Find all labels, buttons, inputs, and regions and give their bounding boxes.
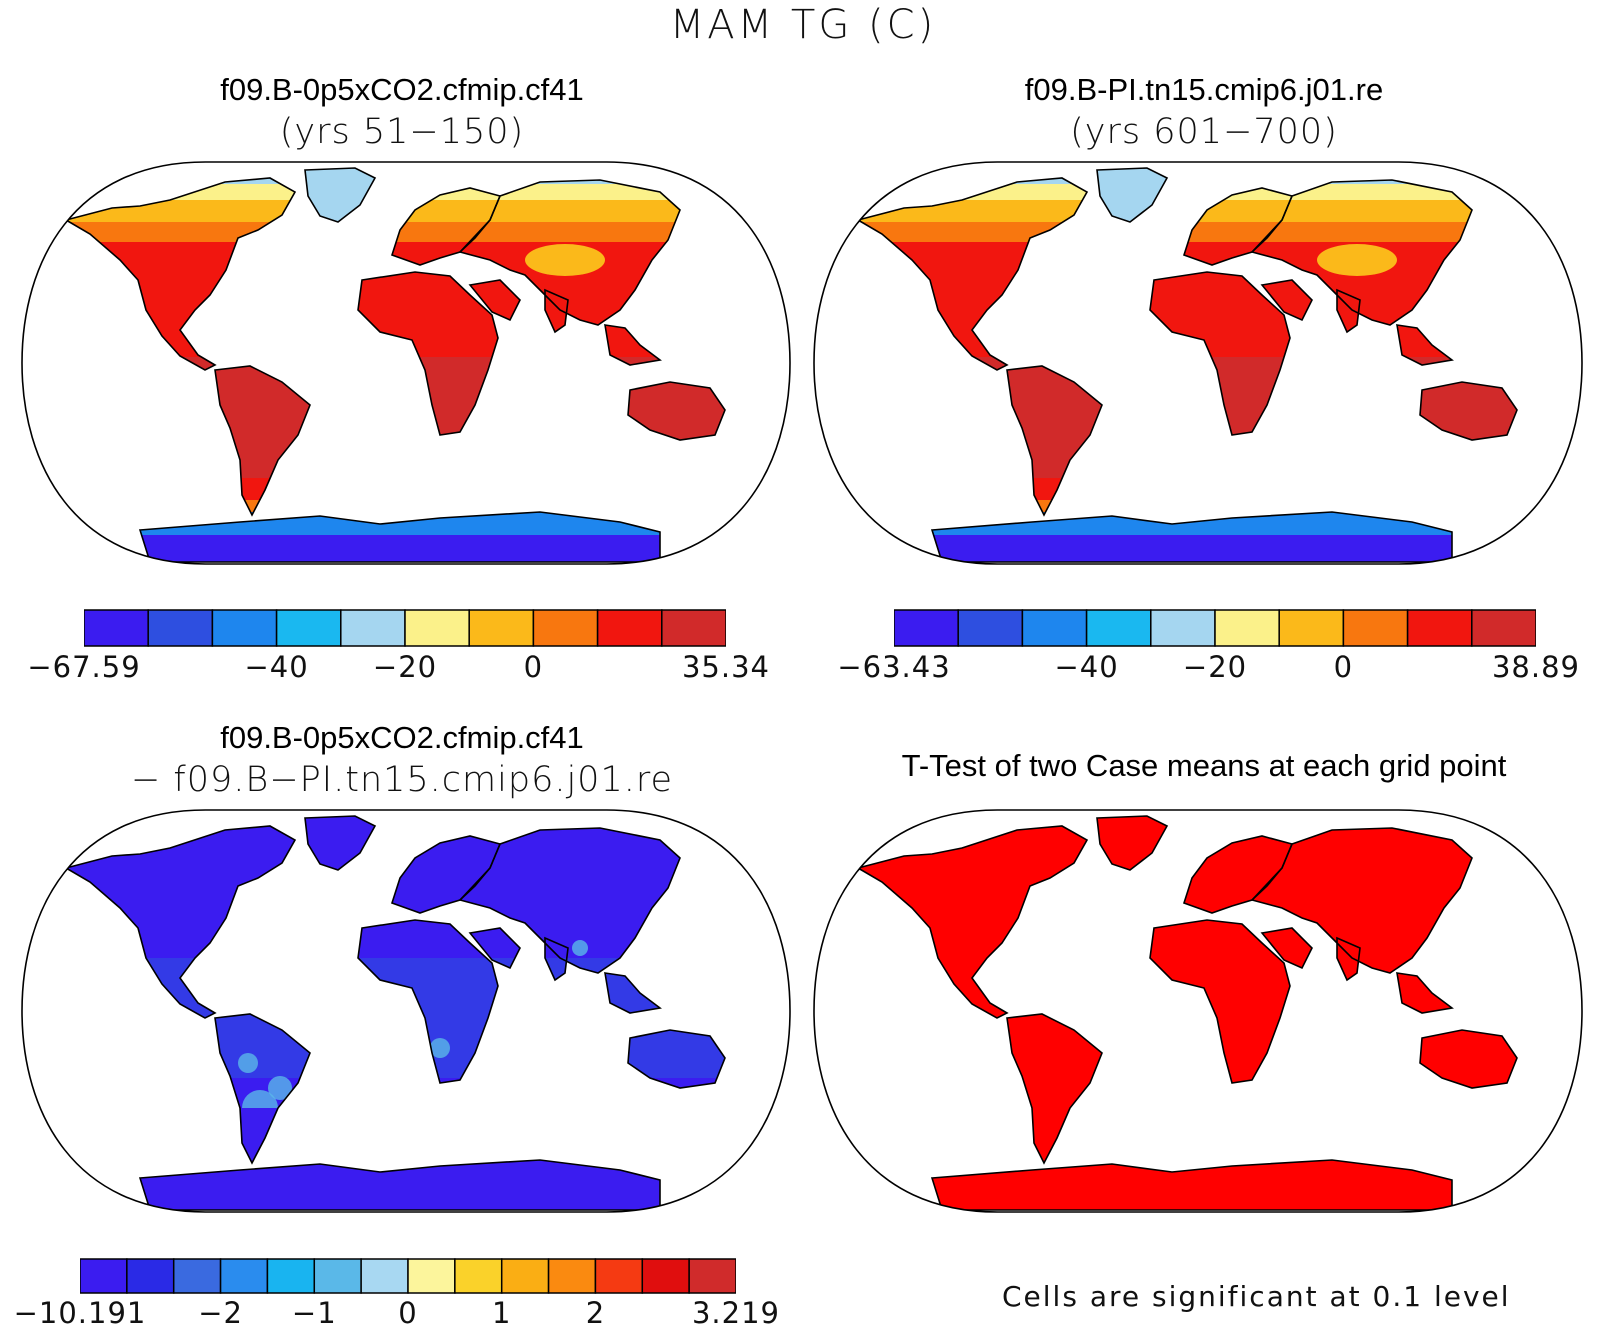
panel3-title: f09.B-0p5xCO2.cfmip.cf41 bbox=[220, 720, 584, 755]
colorbar-tick-label: 3.219 bbox=[691, 1296, 781, 1330]
colorbar-swatch bbox=[219, 1258, 269, 1294]
map-land bbox=[63, 815, 726, 1211]
colorbar-tick-label: −63.43 bbox=[837, 650, 951, 684]
panel1-colorbar bbox=[84, 609, 726, 647]
panel4-title: T-Test of two Case means at each grid po… bbox=[901, 748, 1507, 783]
coastlines bbox=[855, 167, 1518, 563]
colorbar-tick-label: −20 bbox=[1182, 650, 1248, 684]
panel3-colorbar bbox=[80, 1258, 736, 1294]
colorbar-tick-label: 0 bbox=[523, 650, 544, 684]
colorbar-tick-label: −40 bbox=[1054, 650, 1119, 684]
colorbar-swatch bbox=[211, 609, 278, 647]
colorbar-swatch bbox=[1278, 609, 1345, 647]
colorbar-swatch bbox=[404, 609, 470, 647]
colorbar-swatch bbox=[532, 609, 599, 647]
colorbar-tick-label: −1 bbox=[291, 1296, 337, 1330]
colorbar-swatch bbox=[957, 609, 1024, 647]
panel2-title: f09.B-PI.tn15.cmip6.j01.re bbox=[1024, 72, 1384, 107]
panel2-map bbox=[813, 161, 1583, 565]
colorbar-swatch bbox=[340, 609, 406, 647]
colorbar-swatch bbox=[1342, 609, 1409, 647]
colorbar-tick-label: 38.89 bbox=[1491, 650, 1581, 684]
colorbar-swatch bbox=[275, 609, 342, 647]
colorbar-tick-label: 35.34 bbox=[681, 650, 771, 684]
colorbar-tick-label: −67.59 bbox=[27, 650, 141, 684]
colorbar-swatch bbox=[1021, 609, 1088, 647]
map-frame bbox=[21, 161, 791, 565]
colorbar-swatch bbox=[1406, 609, 1473, 647]
coastlines bbox=[855, 815, 1518, 1211]
colorbar-swatch bbox=[894, 609, 959, 647]
colorbar-swatch bbox=[360, 1258, 409, 1294]
map-frame bbox=[813, 161, 1583, 565]
map-frame bbox=[813, 809, 1583, 1213]
colorbar-swatch bbox=[468, 609, 535, 647]
colorbar-swatch bbox=[500, 1258, 550, 1294]
colorbar-swatch bbox=[688, 1258, 736, 1294]
panel4-map bbox=[813, 809, 1583, 1213]
panel3-map bbox=[21, 809, 791, 1213]
colorbar-swatch bbox=[147, 609, 214, 647]
colorbar-swatch bbox=[641, 1258, 690, 1294]
panel1-years: (yrs 51−150) bbox=[279, 112, 525, 152]
colorbar-swatch bbox=[594, 1258, 644, 1294]
colorbar-swatch bbox=[661, 609, 726, 647]
colorbar-tick-label: 1 bbox=[491, 1296, 512, 1330]
panel2-years: (yrs 601−700) bbox=[1070, 112, 1338, 152]
significance-note: Cells are significant at 0.1 level bbox=[1002, 1280, 1511, 1313]
colorbar-swatch bbox=[596, 609, 663, 647]
panel1-title: f09.B-0p5xCO2.cfmip.cf41 bbox=[220, 72, 584, 107]
colorbar-swatch bbox=[80, 1258, 128, 1294]
colorbar-swatch bbox=[313, 1258, 362, 1294]
coastlines bbox=[63, 167, 726, 563]
colorbar-swatch bbox=[126, 1258, 175, 1294]
panel1-map bbox=[21, 161, 791, 565]
colorbar-tick-label: −10.191 bbox=[13, 1296, 147, 1330]
colorbar-swatch bbox=[1085, 609, 1152, 647]
colorbar-tick-label: 0 bbox=[398, 1296, 418, 1330]
map-land bbox=[63, 167, 726, 563]
colorbar-swatch bbox=[172, 1258, 222, 1294]
colorbar-swatch bbox=[407, 1258, 456, 1294]
colorbar-tick-label: −20 bbox=[372, 650, 438, 684]
coastlines bbox=[63, 815, 726, 1211]
colorbar-swatch bbox=[547, 1258, 597, 1294]
panel3-subtitle: − f09.B−PI.tn15.cmip6.j01.re bbox=[130, 760, 673, 800]
map-land bbox=[855, 167, 1518, 563]
colorbar-tick-label: −40 bbox=[244, 650, 309, 684]
colorbar-tick-label: 2 bbox=[585, 1296, 606, 1330]
figure-title: MAM TG (C) bbox=[669, 2, 937, 48]
colorbar-swatch bbox=[454, 1258, 503, 1294]
colorbar-swatch bbox=[1150, 609, 1216, 647]
panel2-colorbar bbox=[894, 609, 1536, 647]
colorbar-swatch bbox=[1471, 609, 1536, 647]
colorbar-swatch bbox=[266, 1258, 316, 1294]
map-land bbox=[855, 815, 1518, 1211]
colorbar-swatch bbox=[1214, 609, 1280, 647]
colorbar-swatch bbox=[84, 609, 149, 647]
colorbar-tick-label: 0 bbox=[1333, 650, 1354, 684]
map-frame bbox=[21, 809, 791, 1213]
colorbar-tick-label: −2 bbox=[198, 1296, 243, 1330]
